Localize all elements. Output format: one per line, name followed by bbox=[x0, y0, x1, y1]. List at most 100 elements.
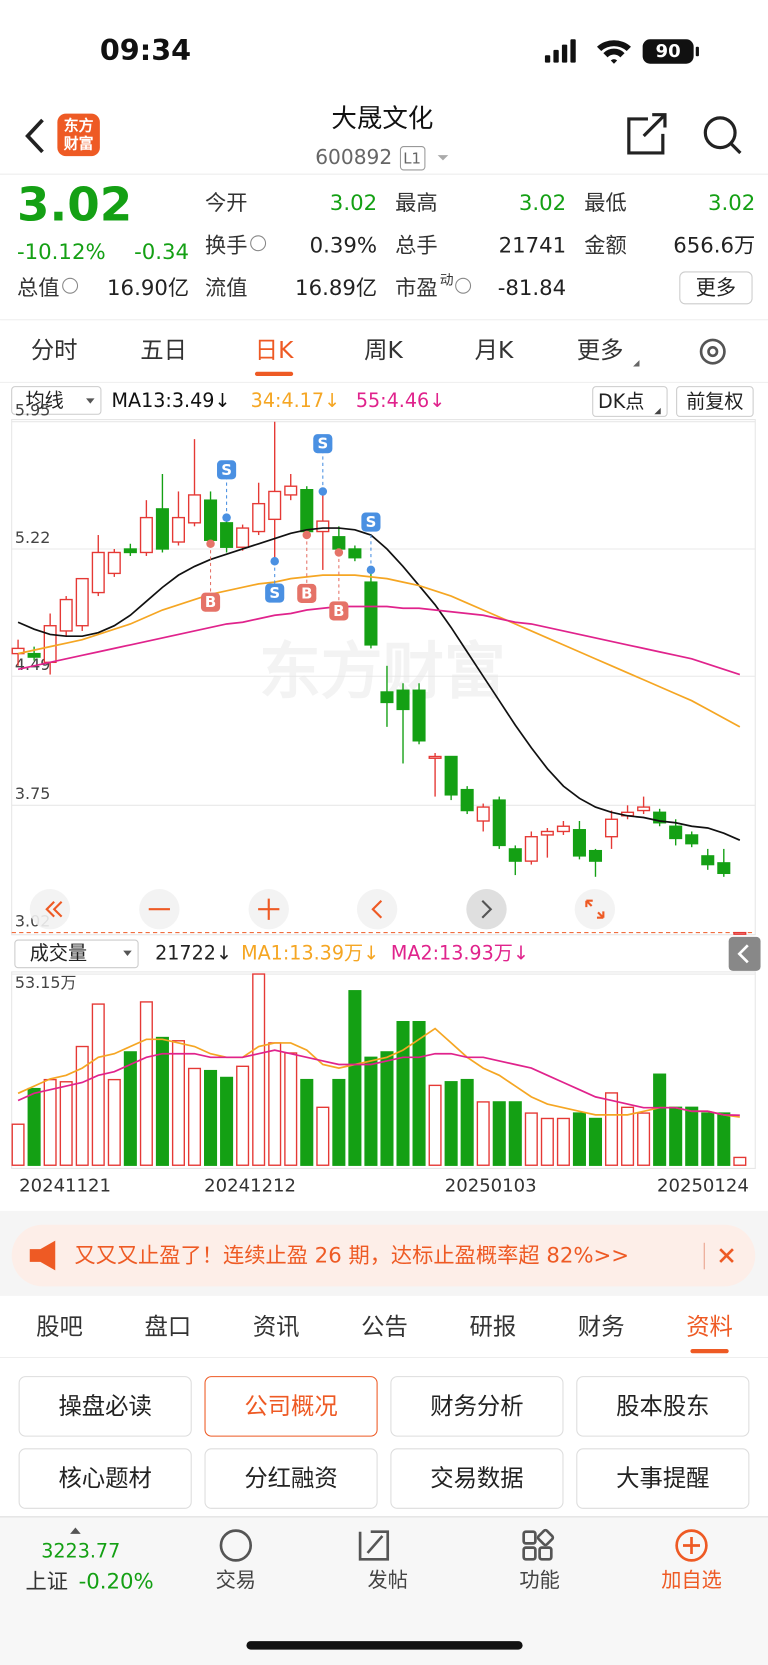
nav-label[interactable]: 发帖 bbox=[368, 1568, 408, 1592]
logo-text: 财富 bbox=[64, 134, 94, 152]
chart-control-icon bbox=[585, 899, 605, 919]
ma-select[interactable] bbox=[11, 386, 102, 415]
volume-bar bbox=[621, 1106, 635, 1166]
info-tab[interactable]: 股吧 bbox=[36, 1312, 83, 1340]
candle-body bbox=[588, 849, 603, 862]
chart-control-icon bbox=[45, 901, 63, 918]
back-icon[interactable] bbox=[25, 118, 44, 154]
chart-tab[interactable]: 分时 bbox=[31, 336, 78, 364]
chart-tab[interactable]: 日K bbox=[255, 336, 294, 364]
volume-title: 成交量 bbox=[30, 941, 87, 964]
info-icon bbox=[250, 235, 267, 252]
stat-value: -81.84 bbox=[498, 276, 566, 301]
candle-body bbox=[492, 799, 506, 847]
volume-select[interactable] bbox=[14, 939, 139, 969]
volume-ma-line bbox=[17, 1049, 740, 1117]
volume-bar bbox=[300, 1078, 314, 1166]
status-icons bbox=[544, 39, 699, 64]
chart-control[interactable] bbox=[356, 889, 398, 930]
signal-dot bbox=[318, 487, 328, 496]
grid-button[interactable] bbox=[18, 1376, 192, 1437]
grid-button[interactable] bbox=[576, 1376, 750, 1437]
stat-label: 金额 bbox=[584, 233, 626, 258]
volume-bar bbox=[139, 1001, 153, 1166]
signal-label: S bbox=[269, 584, 280, 602]
volume-bar bbox=[380, 1051, 394, 1166]
x-tick-label: 20241121 bbox=[19, 1175, 111, 1196]
info-tab[interactable]: 资讯 bbox=[253, 1312, 300, 1340]
chart-tab[interactable]: 月K bbox=[475, 336, 514, 364]
grid-button[interactable] bbox=[18, 1448, 192, 1509]
info-tab[interactable]: 资料 bbox=[686, 1312, 733, 1340]
y-tick-label: 5.22 bbox=[15, 528, 50, 547]
grid-button[interactable] bbox=[390, 1448, 564, 1509]
volume-bar bbox=[460, 1078, 474, 1166]
grid-button[interactable] bbox=[576, 1448, 750, 1509]
share-icon[interactable] bbox=[627, 113, 667, 155]
info-tab[interactable]: 盘口 bbox=[144, 1312, 191, 1340]
chart-control[interactable] bbox=[466, 889, 507, 930]
logo bbox=[57, 113, 100, 157]
nav-label[interactable]: 加自选 bbox=[661, 1568, 722, 1592]
volume-bar bbox=[540, 1117, 554, 1166]
x-tick-label: 20241212 bbox=[204, 1175, 296, 1196]
more-label: 更多 bbox=[696, 275, 736, 299]
chart-tab[interactable]: 五日 bbox=[140, 336, 187, 364]
stat-label: 总手 bbox=[395, 233, 437, 258]
volume-bar bbox=[75, 1045, 89, 1166]
volume-bar bbox=[572, 1112, 586, 1166]
settings-icon[interactable] bbox=[707, 346, 719, 358]
signal-dot bbox=[206, 539, 215, 549]
kline-frame bbox=[11, 419, 756, 936]
candle-body bbox=[540, 830, 554, 836]
signal-label: B bbox=[333, 602, 344, 620]
volume-bar bbox=[252, 973, 266, 1166]
signal-badge bbox=[200, 592, 221, 612]
signal-badge bbox=[329, 601, 349, 621]
chart-control-icon bbox=[481, 899, 493, 919]
candle-body bbox=[476, 806, 490, 822]
banner[interactable] bbox=[11, 1224, 756, 1287]
nav-label[interactable]: 交易 bbox=[216, 1568, 256, 1592]
dk-button[interactable] bbox=[592, 386, 668, 417]
info-tab[interactable]: 财务 bbox=[578, 1312, 625, 1340]
ma-line bbox=[17, 527, 741, 841]
grid-button[interactable] bbox=[204, 1376, 378, 1437]
candle-body bbox=[348, 548, 362, 559]
volume-bar bbox=[27, 1087, 41, 1166]
chart-control[interactable] bbox=[574, 889, 616, 930]
chart-tab[interactable]: 更多 bbox=[577, 336, 624, 364]
candle-body bbox=[155, 508, 169, 550]
index-change: -0.20% bbox=[79, 1570, 154, 1595]
info-tab[interactable]: 公告 bbox=[361, 1312, 408, 1340]
chart-control[interactable] bbox=[29, 889, 71, 930]
signal-dot bbox=[334, 548, 344, 557]
info-tab[interactable]: 研报 bbox=[470, 1312, 517, 1340]
x-tick-label: 20250124 bbox=[657, 1175, 749, 1196]
dropdown-icon bbox=[437, 155, 449, 161]
tab-underline bbox=[254, 371, 294, 377]
banner-text[interactable]: 又又又止盈了！连续止盈 26 期，达标止盈概率超 82%>> bbox=[74, 1244, 629, 1269]
volume-bar bbox=[492, 1101, 506, 1166]
search-icon[interactable] bbox=[703, 116, 742, 155]
dk-label: DK点 bbox=[598, 390, 644, 413]
dropdown-icon bbox=[654, 407, 661, 415]
candle-body bbox=[268, 490, 282, 521]
chart-control-icon bbox=[371, 899, 383, 919]
dropdown-icon bbox=[86, 398, 95, 404]
collapse-button[interactable] bbox=[728, 936, 761, 971]
adjust-button[interactable] bbox=[676, 386, 754, 417]
settings-icon[interactable] bbox=[699, 338, 726, 365]
grid-button[interactable] bbox=[204, 1448, 378, 1509]
candle-body bbox=[508, 848, 522, 862]
candle-body bbox=[107, 551, 121, 575]
grid-button[interactable] bbox=[390, 1376, 564, 1437]
candle-body bbox=[460, 788, 474, 812]
nav-label[interactable]: 功能 bbox=[519, 1568, 559, 1592]
candle-body bbox=[685, 834, 699, 845]
chart-tab[interactable]: 周K bbox=[364, 336, 403, 364]
more-button[interactable] bbox=[679, 271, 753, 305]
index-value: 3223.77 bbox=[41, 1539, 120, 1562]
close-icon[interactable] bbox=[719, 1248, 734, 1263]
